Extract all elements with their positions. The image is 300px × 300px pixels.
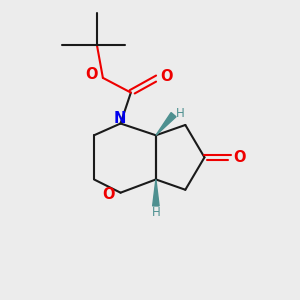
Text: H: H: [152, 206, 161, 219]
Text: O: O: [102, 187, 114, 202]
Text: O: O: [160, 69, 173, 84]
Polygon shape: [153, 179, 159, 206]
Text: O: O: [85, 68, 98, 82]
Text: O: O: [234, 150, 246, 165]
Text: N: N: [113, 111, 126, 126]
Polygon shape: [156, 112, 176, 135]
Text: H: H: [176, 107, 184, 120]
